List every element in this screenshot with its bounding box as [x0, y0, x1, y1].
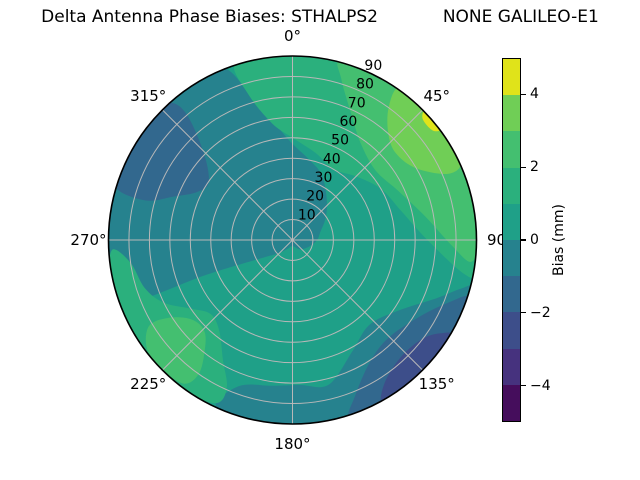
- radial-tick-label: 30: [315, 170, 333, 186]
- polar-rim: [107, 55, 478, 425]
- colorbar: [502, 58, 521, 422]
- colorbar-segment: [503, 312, 520, 349]
- colorbar-segment: [503, 348, 520, 385]
- radial-tick-label: 60: [339, 114, 357, 130]
- colorbar-segment: [503, 240, 520, 277]
- azimuth-label: 180°: [274, 435, 310, 453]
- chart-title: Delta Antenna Phase Biases: STHALPS2 NON…: [41, 7, 599, 27]
- radial-tick-label: 80: [356, 77, 374, 93]
- azimuth-label: 225°: [130, 375, 166, 393]
- colorbar-segment: [503, 95, 520, 132]
- contour-region: [145, 317, 206, 384]
- azimuth-label: 315°: [130, 87, 166, 105]
- grid-spoke: [292, 239, 423, 371]
- colorbar-axis-label: Bias (mm): [551, 203, 567, 277]
- azimuth-label: 90: [487, 231, 506, 249]
- colorbar-segment: [503, 59, 520, 96]
- contour-region: [114, 102, 209, 201]
- colorbar-tick-label: 0: [530, 232, 539, 248]
- radial-tick-label: 40: [323, 151, 341, 167]
- radial-tick-label: 90: [364, 58, 382, 74]
- colorbar-tick: [521, 166, 526, 168]
- colorbar-segment: [503, 131, 520, 168]
- radial-tick-label: 20: [306, 189, 324, 205]
- colorbar-tick: [521, 239, 526, 241]
- colorbar-tick-label: −2: [530, 304, 551, 321]
- grid-spoke: [162, 239, 293, 371]
- contour-region: [215, 284, 473, 424]
- radial-tick-label: 70: [348, 95, 366, 111]
- colorbar-segment: [503, 276, 520, 313]
- radial-tick-label: 10: [298, 207, 316, 223]
- grid-spoke: [162, 109, 293, 241]
- azimuth-label: 0°: [284, 27, 301, 45]
- radial-tick-label: 50: [331, 133, 349, 149]
- colorbar-tick: [521, 93, 526, 96]
- colorbar-tick-label: 4: [530, 86, 539, 103]
- grid-spoke: [292, 109, 423, 241]
- polar-grid: [108, 56, 477, 424]
- colorbar-segment: [503, 203, 520, 241]
- azimuth-label: 270°: [70, 231, 106, 249]
- colorbar-segment: [503, 384, 520, 422]
- colorbar-tick-label: 2: [530, 159, 539, 176]
- azimuth-label: 135°: [419, 375, 455, 393]
- contour-region: [380, 332, 453, 403]
- colorbar-tick-label: −4: [530, 377, 551, 394]
- colorbar-tick: [521, 312, 526, 314]
- colorbar-segment: [503, 167, 520, 204]
- colorbar-tick: [521, 384, 526, 387]
- azimuth-label: 45°: [423, 87, 450, 105]
